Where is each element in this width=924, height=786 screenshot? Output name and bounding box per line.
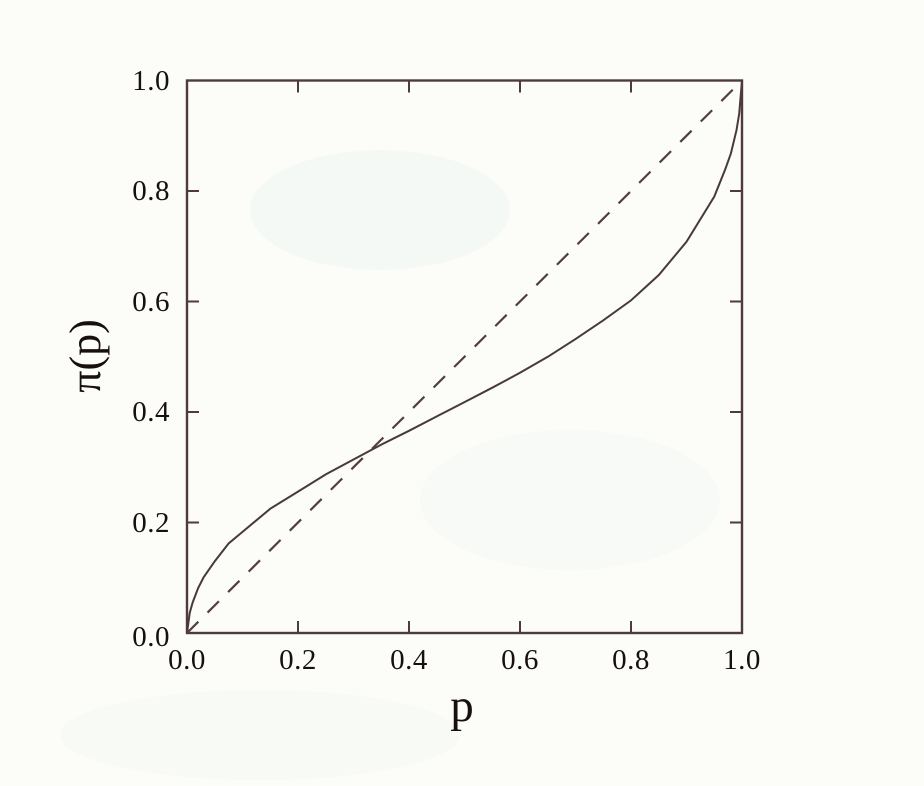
y-axis-label: π(p) xyxy=(61,319,110,393)
y-tick-label: 0.0 xyxy=(132,621,170,653)
x-tick-label: 0.2 xyxy=(279,644,317,676)
x-tick-label: 0.6 xyxy=(501,644,539,676)
x-tick-label: 0.4 xyxy=(390,644,428,676)
axis-ticks xyxy=(187,80,742,633)
x-tick-label: 0.0 xyxy=(168,644,206,676)
y-tick-label: 0.6 xyxy=(132,285,170,318)
x-tick-label: 1.0 xyxy=(723,644,761,676)
plot-frame xyxy=(185,79,744,635)
x-tick-label: 0.8 xyxy=(612,644,650,676)
y-tick-label: 0.4 xyxy=(132,396,170,428)
x-axis-label: p xyxy=(450,680,474,732)
probability-weighting-curve xyxy=(186,80,743,634)
y-tick-label: 0.2 xyxy=(132,506,170,539)
y-tick-label: 0.8 xyxy=(132,175,170,207)
y-tick-label: 1.0 xyxy=(132,64,170,97)
series-lines xyxy=(186,79,743,634)
identity-line xyxy=(186,79,743,634)
